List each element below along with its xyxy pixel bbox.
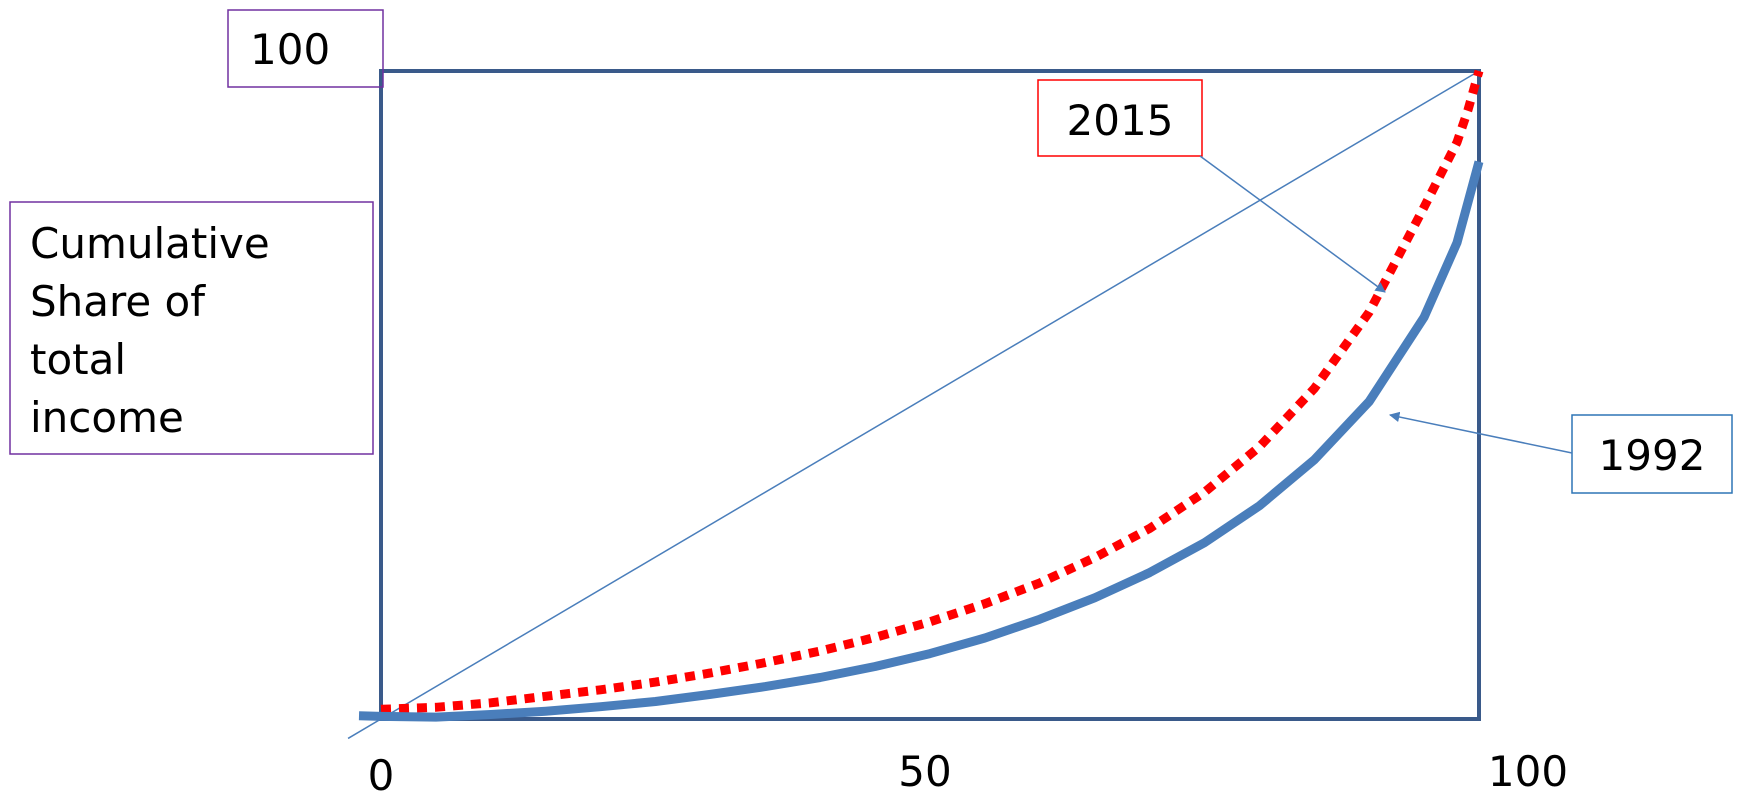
y-max-box [227, 9, 384, 88]
x-tick-label-50: 50 [898, 747, 951, 796]
series-1992-arrow [1388, 411, 1573, 454]
y-axis-title-line-2: Share of [30, 277, 206, 326]
x-tick-label-100: 100 [1488, 747, 1568, 796]
series-2015-arrow [1199, 155, 1386, 293]
series-1992-label: 1992 [1599, 431, 1706, 480]
equality-line [347, 70, 1480, 740]
y-axis-title-box [9, 201, 374, 455]
series-2015-label: 2015 [1067, 96, 1174, 145]
y-axis-title: Cumulative Share of total income [30, 219, 283, 442]
y-axis-title-line-4: income [30, 393, 184, 442]
series-2015-label-box [1037, 79, 1203, 157]
series-2015-line [380, 69, 1484, 714]
series-1992-label-box [1571, 414, 1733, 494]
x-tick-label-0: 0 [368, 751, 395, 800]
y-axis-title-line-1: Cumulative [30, 219, 270, 268]
plot-frame [379, 69, 1481, 721]
y-max-label: 100 [250, 25, 330, 74]
y-axis-title-line-3: total [30, 335, 126, 384]
series-1992-line [358, 160, 1484, 722]
